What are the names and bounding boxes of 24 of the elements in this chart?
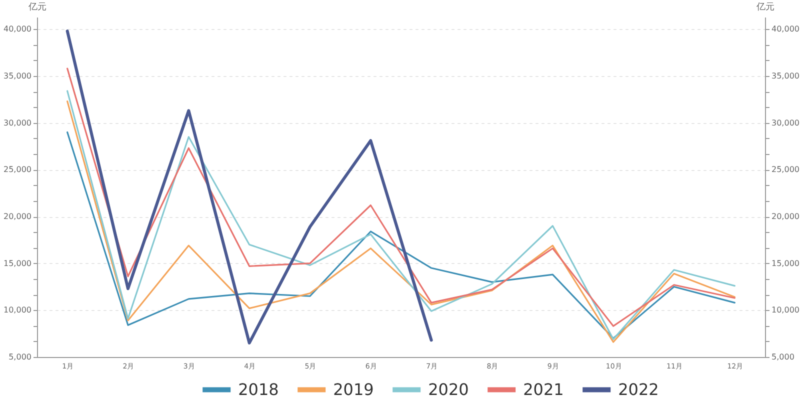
legend-label: 2018 (238, 380, 279, 399)
y-tick-label: 10,000 (4, 306, 32, 315)
y2-tick-label: 30,000 (772, 118, 800, 128)
y2-tick-label: 20,000 (772, 212, 800, 222)
legend-label: 2021 (523, 380, 564, 399)
y-tick-label: 25,000 (4, 165, 32, 174)
y2-tick-label: 40,000 (772, 24, 800, 34)
legend-label: 2019 (333, 380, 374, 399)
y-tick-label: 5,000 (8, 352, 32, 362)
legend-label: 2022 (618, 380, 659, 399)
y2-tick-label: 15,000 (772, 258, 800, 268)
y2-axis-title: 亿元 (756, 2, 774, 12)
y-axis-title: 亿元 (28, 2, 46, 12)
y2-tick-label: 25,000 (772, 165, 800, 174)
y-tick-label: 30,000 (4, 118, 32, 128)
y-tick-label: 35,000 (4, 72, 32, 81)
y-tick-label: 15,000 (4, 258, 32, 268)
y2-tick-label: 10,000 (772, 306, 800, 315)
y2-tick-label: 5,000 (772, 352, 794, 362)
y-tick-label: 20,000 (4, 212, 32, 222)
y-tick-label: 40,000 (4, 24, 32, 34)
line-series (66, 30, 433, 344)
y2-tick-label: 35,000 (772, 72, 800, 81)
legend-label: 2020 (428, 380, 469, 399)
